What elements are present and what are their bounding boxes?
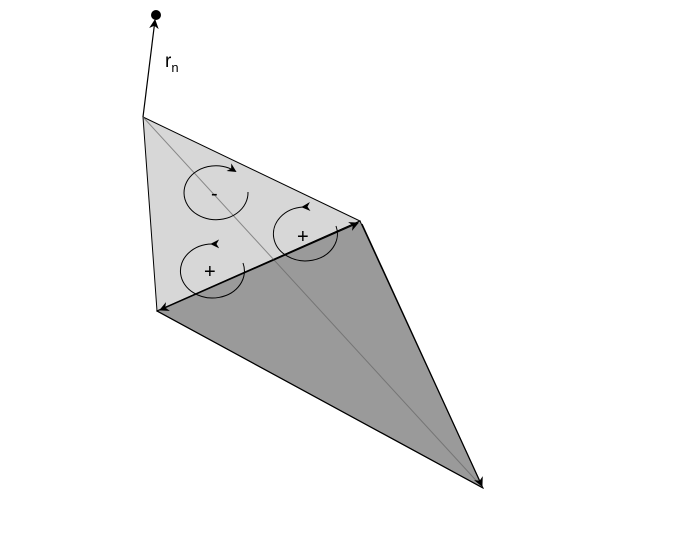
outer-edge-arrow — [361, 223, 483, 487]
normal-vector-label-base: r — [165, 51, 172, 72]
shared-edge-arrow — [159, 222, 359, 311]
circulation-right — [272, 202, 338, 262]
normal-vector-label-subscript: n — [171, 60, 178, 75]
circulation-sign-upper-left: - — [211, 183, 218, 205]
circulation-upper-left — [183, 163, 249, 221]
lower-edge — [156, 310, 484, 489]
circulation-sign-lower-left: + — [204, 261, 216, 283]
normal-vector-label: rn — [165, 51, 179, 75]
normal-vector-tip-dot — [151, 10, 161, 20]
circulation-sign-right: + — [297, 226, 309, 248]
circulation-lower-left — [179, 239, 245, 299]
normal-vector-arrow — [142, 19, 159, 118]
